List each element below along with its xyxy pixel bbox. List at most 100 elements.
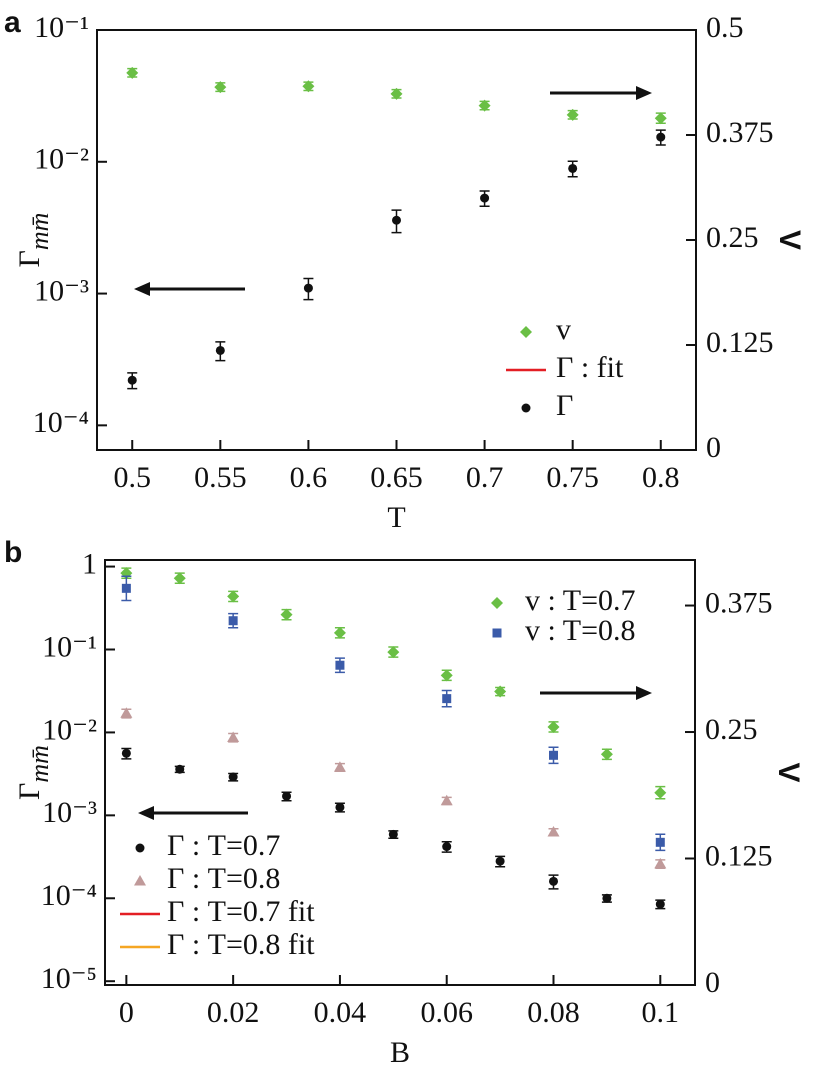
arrow-head — [138, 806, 154, 820]
y-axis-title: Γmm̄ — [13, 745, 54, 800]
marker — [392, 215, 401, 225]
marker — [227, 731, 240, 742]
x-tick-label: 0 — [119, 996, 134, 1029]
marker — [654, 786, 667, 799]
y2-tick-label: 0 — [706, 431, 721, 464]
x-tick-label: 0.04 — [314, 996, 367, 1029]
marker — [333, 626, 346, 639]
marker — [335, 802, 345, 812]
y-tick-label: 10⁻⁵ — [41, 962, 97, 995]
marker — [547, 825, 560, 837]
legend-swatch — [134, 875, 146, 886]
marker — [442, 694, 452, 704]
y2-axis-title: V — [773, 230, 806, 250]
marker — [655, 837, 665, 847]
x-tick-label: 0.02 — [207, 996, 260, 1029]
marker — [547, 720, 560, 733]
legend-swatch — [491, 597, 503, 609]
marker — [388, 829, 398, 839]
marker — [387, 646, 400, 659]
marker — [227, 590, 240, 603]
x-tick-label: 0.06 — [420, 996, 473, 1029]
legend-swatch — [492, 628, 502, 638]
y2-tick-label: 0 — [705, 966, 720, 999]
marker — [566, 108, 579, 121]
x-tick-label: 0.75 — [546, 461, 599, 494]
x-axis-title: T — [387, 501, 405, 534]
marker — [495, 856, 505, 866]
y2-axis-title: V — [772, 762, 805, 782]
marker — [280, 608, 293, 621]
x-tick-label: 0.1 — [642, 996, 680, 1029]
y-axis-title-main: Γ — [13, 250, 46, 267]
y-axis-title: Γmm̄ — [13, 213, 54, 268]
y-tick-label: 10⁻³ — [34, 274, 89, 307]
marker — [335, 660, 345, 670]
x-tick-label: 0.6 — [290, 461, 328, 494]
legend-label: v : T=0.8 — [525, 614, 636, 647]
arrow-head — [636, 86, 652, 100]
marker — [214, 81, 227, 94]
marker — [333, 761, 346, 772]
marker — [303, 283, 313, 293]
y2-tick-label: 0.5 — [706, 11, 744, 44]
marker — [215, 345, 225, 355]
y-axis-title-sub: mm̄ — [25, 213, 54, 251]
y-tick-label: 1 — [82, 547, 97, 580]
marker — [480, 193, 490, 203]
marker — [654, 857, 667, 869]
y-tick-label: 10⁻⁴ — [41, 879, 97, 912]
marker — [173, 572, 186, 585]
panel-label: a — [4, 6, 21, 39]
y-tick-label: 10⁻¹ — [42, 630, 97, 663]
x-tick-label: 0.55 — [194, 461, 247, 494]
marker — [302, 80, 315, 93]
marker — [494, 685, 507, 698]
marker — [121, 583, 131, 593]
legend-swatch — [135, 843, 145, 853]
marker — [390, 87, 403, 100]
y-tick-label: 10⁻² — [34, 143, 89, 176]
legend-swatch — [520, 326, 532, 338]
y-axis-title-main: Γ — [13, 783, 46, 800]
legend-label: Γ : T=0.7 — [167, 829, 280, 862]
marker — [440, 794, 453, 806]
marker — [120, 707, 133, 718]
x-tick-label: 0.7 — [466, 461, 504, 494]
marker — [602, 893, 612, 903]
marker — [175, 764, 185, 774]
legend-label: v — [556, 313, 571, 346]
legend-label: Γ : T=0.8 fit — [167, 928, 315, 961]
marker — [600, 748, 613, 761]
x-tick-label: 0.5 — [113, 461, 151, 494]
legend-label: v : T=0.7 — [525, 584, 636, 617]
marker — [228, 772, 238, 782]
marker — [549, 876, 559, 886]
arrow-head — [636, 686, 652, 700]
legend-label: Γ : fit — [556, 351, 624, 384]
marker — [121, 748, 131, 758]
legend-label: Γ — [556, 389, 573, 422]
y-axis-title-sub: mm̄ — [25, 745, 54, 783]
legend-swatch — [521, 403, 531, 413]
x-tick-label: 0.08 — [527, 996, 580, 1029]
marker — [655, 899, 665, 909]
marker — [282, 791, 292, 801]
marker — [654, 112, 667, 125]
arrow-head — [134, 282, 150, 296]
marker — [127, 375, 137, 385]
marker — [656, 132, 666, 142]
y2-tick-label: 0.25 — [705, 713, 758, 746]
y-tick-label: 10⁻³ — [42, 796, 97, 829]
y2-tick-label: 0.25 — [706, 221, 759, 254]
legend-label: Γ : T=0.7 fit — [167, 895, 315, 928]
y2-tick-label: 0.125 — [706, 326, 774, 359]
x-axis-title: B — [390, 1036, 410, 1069]
legend-label: Γ : T=0.8 — [167, 862, 280, 895]
y2-tick-label: 0.375 — [705, 586, 773, 619]
marker — [228, 616, 238, 626]
x-tick-label: 0.65 — [370, 461, 423, 494]
marker — [126, 66, 139, 79]
y2-tick-label: 0.125 — [705, 839, 773, 872]
